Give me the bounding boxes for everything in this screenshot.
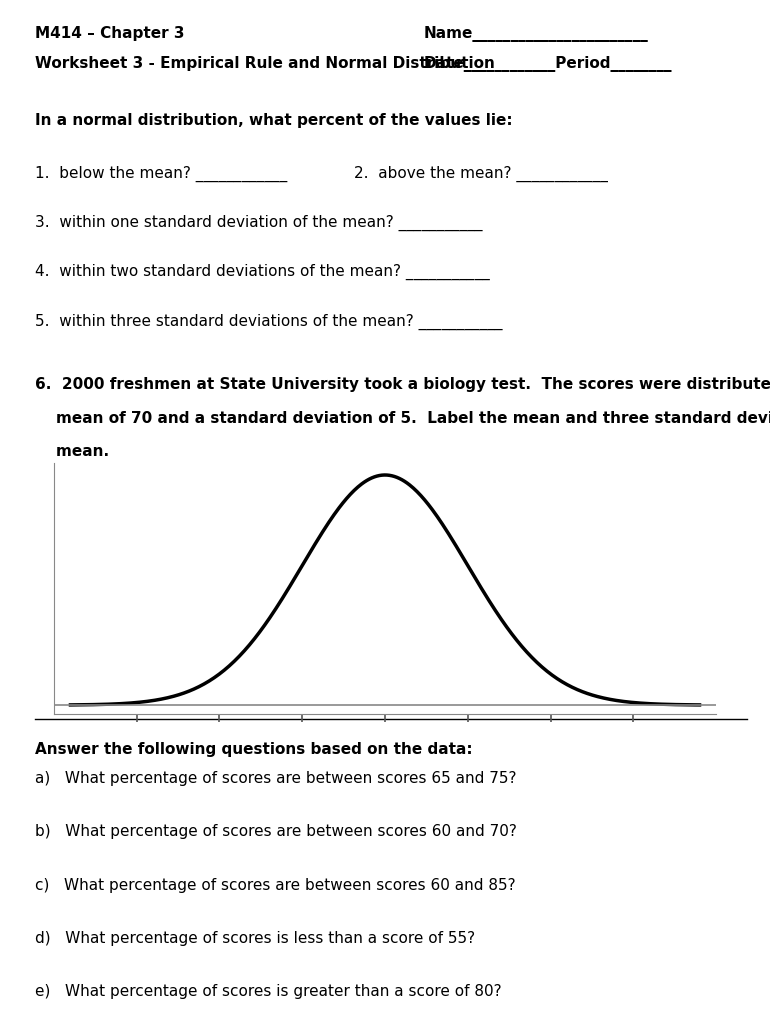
Text: Name_______________________: Name_______________________ bbox=[424, 26, 648, 42]
Text: 1.  below the mean? ____________: 1. below the mean? ____________ bbox=[35, 166, 287, 182]
Text: mean.: mean. bbox=[35, 444, 109, 460]
Text: 2.  above the mean? ____________: 2. above the mean? ____________ bbox=[354, 166, 608, 182]
Text: 5.  within three standard deviations of the mean? ___________: 5. within three standard deviations of t… bbox=[35, 313, 502, 330]
Text: a)   What percentage of scores are between scores 65 and 75?: a) What percentage of scores are between… bbox=[35, 771, 516, 786]
Text: mean of 70 and a standard deviation of 5.  Label the mean and three standard dev: mean of 70 and a standard deviation of 5… bbox=[35, 411, 770, 426]
Text: e)   What percentage of scores is greater than a score of 80?: e) What percentage of scores is greater … bbox=[35, 984, 501, 999]
Text: Date____________Period________: Date____________Period________ bbox=[424, 56, 672, 73]
Text: 3.  within one standard deviation of the mean? ___________: 3. within one standard deviation of the … bbox=[35, 215, 482, 231]
Text: c)   What percentage of scores are between scores 60 and 85?: c) What percentage of scores are between… bbox=[35, 878, 515, 893]
Text: b)   What percentage of scores are between scores 60 and 70?: b) What percentage of scores are between… bbox=[35, 824, 517, 840]
Text: d)   What percentage of scores is less than a score of 55?: d) What percentage of scores is less tha… bbox=[35, 931, 475, 946]
Text: Worksheet 3 - Empirical Rule and Normal Distribution: Worksheet 3 - Empirical Rule and Normal … bbox=[35, 56, 494, 72]
Text: In a normal distribution, what percent of the values lie:: In a normal distribution, what percent o… bbox=[35, 113, 512, 128]
Text: 6.  2000 freshmen at State University took a biology test.  The scores were dist: 6. 2000 freshmen at State University too… bbox=[35, 377, 770, 392]
Text: 4.  within two standard deviations of the mean? ___________: 4. within two standard deviations of the… bbox=[35, 264, 490, 281]
Text: M414 – Chapter 3: M414 – Chapter 3 bbox=[35, 26, 184, 41]
Text: Answer the following questions based on the data:: Answer the following questions based on … bbox=[35, 742, 472, 758]
